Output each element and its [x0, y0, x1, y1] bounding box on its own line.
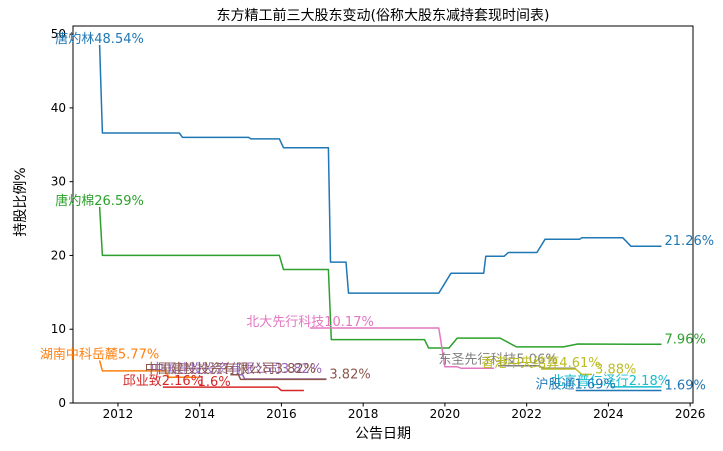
annotation-0: 1.6%: [198, 375, 231, 390]
series-line-2: [98, 360, 198, 378]
x-tick-label-0: 2012: [103, 407, 134, 421]
series-line-5: [230, 374, 327, 381]
series-start-label-3: 邱业致2.16%: [123, 374, 203, 389]
series-line-6: [310, 327, 494, 370]
x-tick-label-6: 2024: [593, 407, 624, 421]
series-start-label-1: 唐灼棉26.59%: [55, 193, 144, 209]
series-end-label-5: 3.82%: [329, 367, 370, 382]
series-start-label-5: 中国建投投资有限公司3.82%: [145, 361, 316, 377]
series-end-label-1: 7.96%: [665, 332, 706, 347]
series-start-label-6: 北大先行科技10.17%: [246, 315, 374, 330]
x-tick-label-5: 2022: [511, 407, 542, 421]
series-start-label-9: 北京普仁泽行2.18%: [551, 374, 670, 389]
series-start-label-2: 湖南中科岳麓5.77%: [40, 346, 159, 362]
series-start-label-0: 唐灼林48.54%: [55, 31, 144, 47]
series-line-0: [98, 44, 662, 294]
series-start-label-10: 沪股通1.69%: [536, 377, 616, 393]
series-end-label-10: 1.69%: [665, 379, 706, 394]
series-line-1: [98, 206, 662, 349]
y-tick-label-1: 10: [51, 322, 66, 336]
y-tick-label-0: 0: [58, 396, 66, 410]
plot-border: [72, 25, 694, 404]
series-start-label-8: 香港中央结算4.61%: [481, 356, 600, 371]
series-line-8: [541, 368, 593, 376]
x-tick-label-2: 2016: [266, 407, 297, 421]
y-tick-label-5: 50: [51, 27, 66, 41]
series-start-label-7: 东圣先行科技5.06%: [438, 353, 557, 368]
series-end-label-0: 21.26%: [665, 234, 715, 249]
x-tick-label-4: 2020: [430, 407, 461, 421]
x-tick-label-7: 2026: [675, 407, 706, 421]
chart-title: 东方精工前三大股东变动(俗称大股东减持套现时间表): [216, 8, 550, 24]
y-tick-label-4: 40: [51, 101, 66, 115]
y-tick-label-3: 30: [51, 175, 66, 189]
x-axis-label: 公告日期: [355, 426, 411, 442]
series-line-3: [162, 386, 304, 392]
series-end-label-8: 3.88%: [595, 362, 636, 377]
x-tick-label-1: 2014: [184, 407, 215, 421]
y-tick-label-2: 20: [51, 248, 66, 262]
x-tick-label-3: 2018: [348, 407, 379, 421]
series-start-label-4: 中国建投投资有限公司3.82%: [151, 361, 322, 377]
